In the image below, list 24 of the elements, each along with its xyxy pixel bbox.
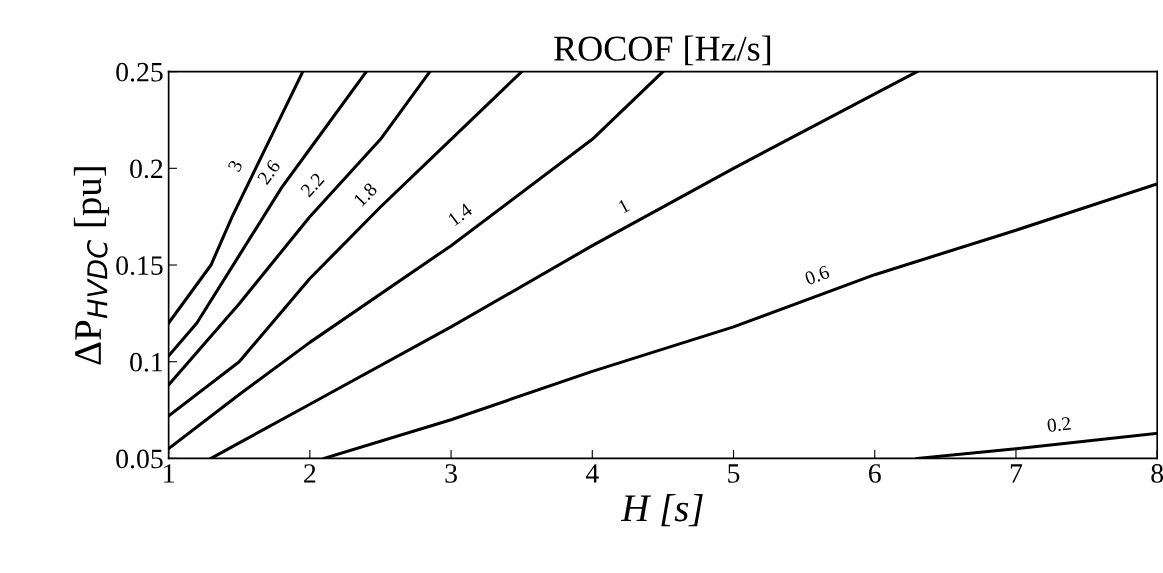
x-tick-label: 1 [164,464,174,483]
x-tick-label: 3 [445,464,457,483]
y-tick-label: 0.1 [130,352,163,372]
x-tick-label: 6 [868,464,881,483]
x-tick-label: 7 [1010,464,1023,483]
y-tick-label: 0.05 [116,449,163,469]
x-axis-title: H [s] [620,494,703,527]
y-tick-label: 0.25 [116,62,163,82]
y-axis-title: ΔP$_{HVDC}$ [pu] [73,167,110,365]
x-tick-label: 2 [304,464,316,483]
text: 2.6 [256,158,281,186]
x-tick-label: 4 [585,464,599,483]
text: 1 [617,198,630,214]
x-tick-label: 5 [728,464,740,483]
text: 3 [227,159,243,173]
text: 1.4 [447,202,474,227]
text: 2.2 [300,172,325,198]
text: 0.6 [804,265,831,286]
y-tick-label: 0.2 [130,159,163,179]
text: 1.8 [353,182,378,207]
chart-title: ROCOF [Hz/s] [554,35,771,66]
y-tick-label: 0.15 [116,256,163,276]
text: 0.2 [1047,416,1071,433]
x-tick-label: 8 [1151,464,1163,483]
